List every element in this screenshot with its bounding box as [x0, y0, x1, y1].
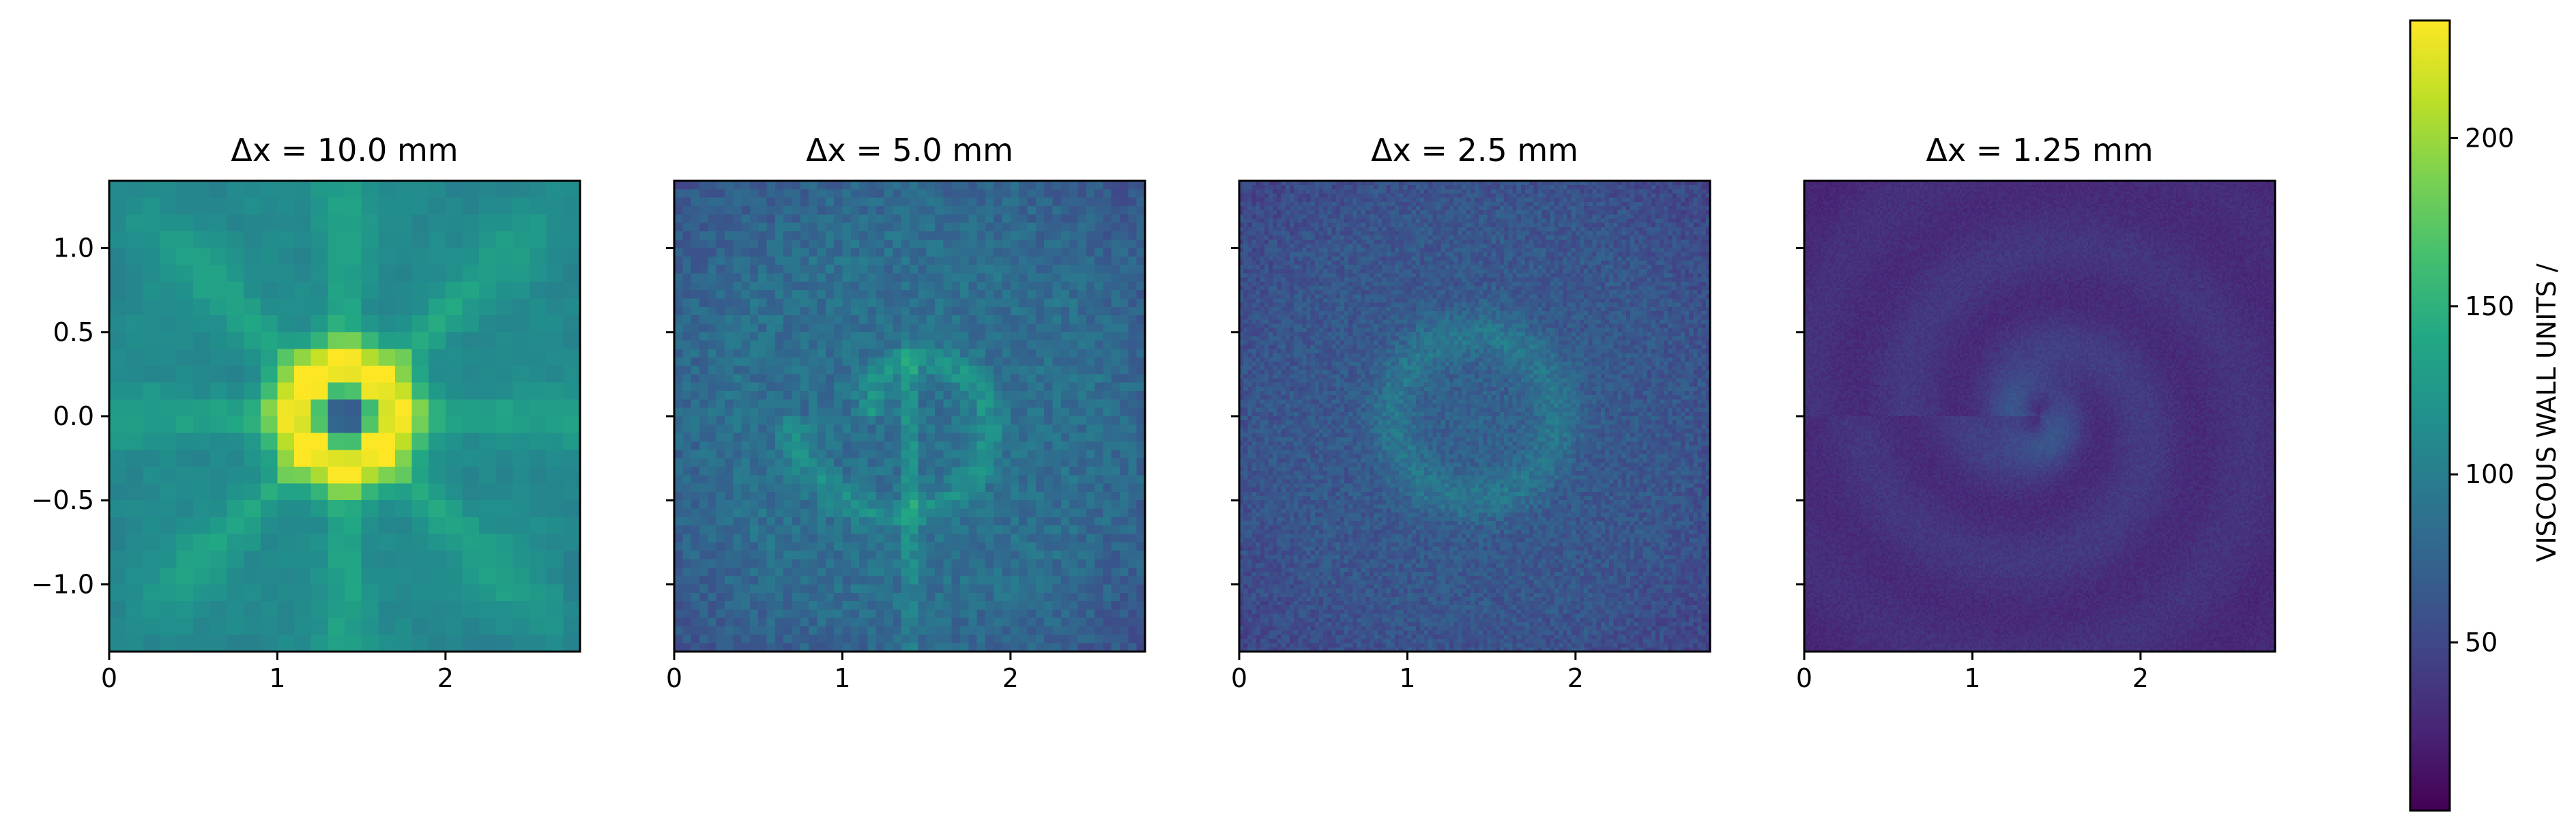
x-tick-label: 1 [834, 663, 850, 693]
panel-1-heatmap [109, 181, 580, 652]
panel-2: Δx = 5.0 mm 0 1 2 [666, 132, 1146, 693]
panel-1-x-axis: 0 1 2 [101, 652, 454, 693]
panel-4: Δx = 1.25 mm 0 1 2 [1796, 132, 2276, 693]
panel-2-x-axis: 0 1 2 [666, 652, 1019, 693]
x-tick-label: 2 [2132, 663, 2149, 693]
x-tick-label: 0 [1796, 663, 1812, 693]
x-tick-label: 1 [269, 663, 285, 693]
x-tick-label: 0 [1231, 663, 1247, 693]
panel-1: Δx = 10.0 mm 0 1 2 1.0 0.5 0.0 −0.5 −1.0 [31, 132, 581, 693]
panel-2-y-axis [666, 247, 674, 585]
x-tick-label: 1 [1399, 663, 1415, 693]
panel-3-heatmap [1239, 181, 1710, 652]
panel-2-heatmap [674, 181, 1145, 652]
y-tick-label: −1.0 [31, 569, 94, 599]
y-tick-label: 1.0 [53, 233, 94, 263]
panel-1-title: Δx = 10.0 mm [231, 132, 458, 169]
colorbar-tick-label: 150 [2465, 291, 2515, 321]
panel-4-x-axis: 0 1 2 [1796, 652, 2149, 693]
x-tick-label: 0 [666, 663, 682, 693]
colorbar: 50 100 150 200 VISCOUS WALL UNITS / [2409, 19, 2562, 812]
panel-3-title: Δx = 2.5 mm [1371, 132, 1578, 169]
colorbar-label: VISCOUS WALL UNITS / [2532, 263, 2562, 562]
colorbar-tick-label: 200 [2465, 123, 2515, 153]
colorbar-tick-label: 100 [2465, 459, 2515, 489]
x-tick-label: 0 [101, 663, 117, 693]
panel-3-y-axis [1231, 247, 1239, 585]
y-tick-label: −0.5 [31, 485, 94, 515]
y-tick-label: 0.5 [53, 317, 94, 347]
x-tick-label: 2 [437, 663, 454, 693]
x-tick-label: 2 [1567, 663, 1584, 693]
panel-3-x-axis: 0 1 2 [1231, 652, 1584, 693]
colorbar-gradient [2409, 19, 2451, 812]
y-tick-label: 0.0 [53, 401, 94, 431]
colorbar-ticks: 50 100 150 200 [2450, 123, 2515, 658]
x-tick-label: 2 [1002, 663, 1019, 693]
colorbar-tick-label: 50 [2465, 628, 2498, 658]
panel-2-title: Δx = 5.0 mm [806, 132, 1013, 169]
panel-4-y-axis [1796, 247, 1804, 585]
panel-1-y-axis: 1.0 0.5 0.0 −0.5 −1.0 [31, 233, 109, 599]
x-tick-label: 1 [1964, 663, 1980, 693]
panel-4-heatmap [1804, 181, 2275, 652]
panel-4-title: Δx = 1.25 mm [1926, 132, 2153, 169]
panel-3: Δx = 2.5 mm 0 1 2 [1231, 132, 1711, 693]
